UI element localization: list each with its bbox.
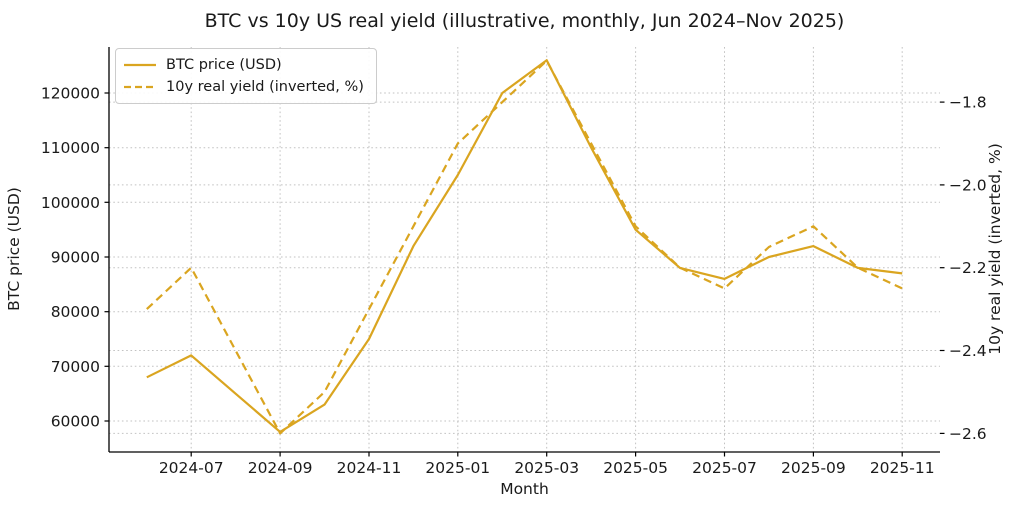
svg-text:2025-01: 2025-01 (425, 459, 490, 477)
svg-text:120000: 120000 (41, 85, 100, 103)
x-tick-labels: 2024-07 2024-09 2024-11 2025-01 2025-03 2025-… (159, 452, 935, 477)
svg-text:2024-09: 2024-09 (248, 459, 313, 477)
svg-text:2025-09: 2025-09 (781, 459, 846, 477)
svg-text:60000: 60000 (51, 413, 100, 431)
chart-title: BTC vs 10y US real yield (illustrative, … (204, 10, 845, 32)
svg-text:110000: 110000 (41, 139, 100, 157)
legend-line-sample-dashed (124, 85, 156, 89)
svg-text:−2.2: −2.2 (949, 259, 987, 277)
y-axis-label-left: BTC price (USD) (5, 187, 23, 311)
legend-item-btc-price: BTC price (USD) (124, 54, 364, 76)
y-left-tick-labels: 60000 70000 80000 90000 100000 110000 120000 (41, 85, 109, 431)
legend-line-sample-solid (124, 63, 156, 67)
y-right-tick-labels: −1.8 −2.0 −2.2 −2.4 −2.6 (940, 94, 987, 443)
gridlines (109, 47, 940, 452)
svg-text:2025-07: 2025-07 (692, 459, 757, 477)
svg-text:−2.4: −2.4 (949, 342, 987, 360)
svg-text:90000: 90000 (51, 249, 100, 267)
btc-price-line (146, 59, 903, 433)
svg-text:−2.6: −2.6 (949, 425, 987, 443)
svg-text:2024-07: 2024-07 (159, 459, 224, 477)
svg-text:80000: 80000 (51, 303, 100, 321)
legend-item-real-yield: 10y real yield (inverted, %) (124, 76, 364, 98)
svg-text:−2.0: −2.0 (949, 176, 987, 194)
legend-label: BTC price (USD) (166, 57, 282, 73)
legend-label: 10y real yield (inverted, %) (166, 79, 364, 95)
svg-text:70000: 70000 (51, 358, 100, 376)
real-yield-line (146, 59, 903, 435)
svg-text:2025-11: 2025-11 (870, 459, 935, 477)
svg-text:2025-03: 2025-03 (514, 459, 579, 477)
x-axis-label: Month (500, 480, 549, 498)
svg-text:2025-05: 2025-05 (603, 459, 668, 477)
axes-spines (108, 47, 940, 453)
svg-text:2024-11: 2024-11 (337, 459, 402, 477)
svg-text:100000: 100000 (41, 194, 100, 212)
y-axis-label-right: 10y real yield (inverted, %) (986, 143, 1004, 355)
legend: BTC price (USD) 10y real yield (inverted,… (115, 48, 377, 104)
svg-text:−1.8: −1.8 (949, 94, 987, 112)
